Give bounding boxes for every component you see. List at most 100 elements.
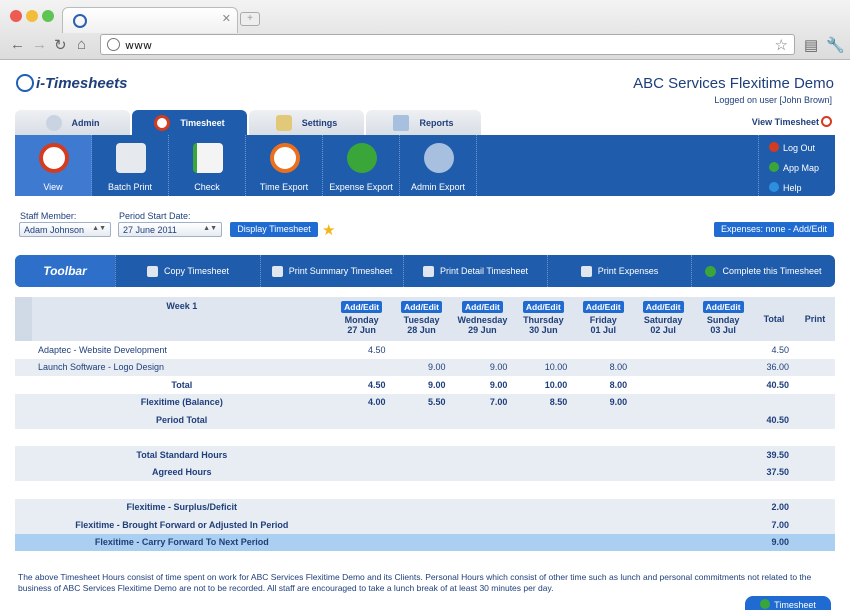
main-toolbar: Toolbar Copy Timesheet Print Summary Tim… bbox=[15, 255, 835, 287]
subtoolbar-batch-print[interactable]: Batch Print bbox=[92, 135, 169, 196]
table-row[interactable]: Launch Software - Logo Design 9.00 9.00 … bbox=[15, 358, 835, 377]
staff-member-label: Staff Member: bbox=[20, 211, 77, 221]
print-expenses-button[interactable]: Print Expenses bbox=[547, 255, 691, 287]
day-column: Add/Edit Sunday 03 Jul bbox=[693, 297, 754, 341]
add-edit-button[interactable]: Add/Edit bbox=[461, 301, 503, 313]
total-cell: 9.00 bbox=[427, 379, 446, 390]
subtoolbar-expense-export[interactable]: Expense Export bbox=[323, 135, 400, 196]
day-date: 03 Jul bbox=[710, 325, 736, 335]
copy-timesheet-button[interactable]: Copy Timesheet bbox=[115, 255, 260, 287]
back-icon[interactable]: ← bbox=[10, 36, 25, 53]
hours-cell bbox=[693, 341, 753, 359]
day-column: Add/Edit Saturday 02 Jul bbox=[633, 297, 694, 341]
hours-cell bbox=[513, 341, 573, 359]
close-tab-icon[interactable]: ✕ bbox=[221, 13, 231, 25]
add-edit-button[interactable]: Add/Edit bbox=[582, 301, 624, 313]
add-edit-button[interactable]: Add/Edit bbox=[522, 301, 564, 313]
help-label: Help bbox=[783, 183, 802, 193]
subtoolbar-check[interactable]: Check bbox=[169, 135, 246, 196]
logout-link[interactable]: Log Out bbox=[769, 142, 815, 153]
app-map-link[interactable]: App Map bbox=[769, 162, 819, 173]
bottom-button-label: Timesheet bbox=[774, 600, 816, 610]
day-date: 01 Jul bbox=[590, 325, 616, 335]
display-timesheet-button[interactable]: Display Timesheet bbox=[230, 222, 318, 237]
toolbar-label: Print Expenses bbox=[597, 266, 659, 276]
select-arrow-icon: ▲▼ bbox=[92, 225, 106, 232]
url-text[interactable]: www bbox=[125, 39, 152, 52]
tab-label: Reports bbox=[419, 118, 454, 128]
carry-forward-row: Flexitime - Carry Forward To Next Period… bbox=[15, 533, 835, 551]
period-total-label: Period Total bbox=[155, 414, 208, 425]
close-window-button[interactable] bbox=[10, 10, 22, 22]
hours-cell bbox=[573, 341, 633, 359]
toolbar-label: Copy Timesheet bbox=[163, 266, 230, 276]
day-column: Add/Edit Monday 27 Jun bbox=[331, 297, 392, 341]
side-links: Log Out App Map Help bbox=[758, 135, 835, 196]
add-edit-button[interactable]: Add/Edit bbox=[702, 301, 744, 313]
day-date: 29 Jun bbox=[468, 325, 497, 335]
timesheet-bottom-button[interactable]: Timesheet bbox=[745, 596, 831, 610]
zoom-window-button[interactable] bbox=[42, 10, 54, 22]
day-date: 27 Jun bbox=[347, 325, 376, 335]
view-timesheet-link[interactable]: View Timesheet bbox=[752, 116, 832, 127]
add-edit-button[interactable]: Add/Edit bbox=[642, 301, 684, 313]
forward-icon[interactable]: → bbox=[32, 36, 47, 53]
period-total-value: 40.50 bbox=[766, 414, 789, 425]
day-date: 30 Jun bbox=[529, 325, 558, 335]
period-start-label: Period Start Date: bbox=[119, 211, 191, 221]
print-detail-button[interactable]: Print Detail Timesheet bbox=[403, 255, 547, 287]
subtoolbar-label: Admin Export bbox=[410, 182, 466, 192]
browser-tab[interactable]: ✕ bbox=[62, 7, 238, 33]
subtoolbar-admin-export[interactable]: Admin Export bbox=[400, 135, 477, 196]
gear-icon bbox=[45, 115, 62, 131]
day-name: Friday bbox=[589, 315, 617, 325]
help-link[interactable]: Help bbox=[769, 182, 802, 193]
subtoolbar-label: Expense Export bbox=[329, 182, 393, 192]
globe-icon bbox=[107, 38, 120, 51]
tab-reports[interactable]: Reports bbox=[366, 110, 481, 136]
timesheet-view-icon bbox=[39, 143, 69, 173]
tab-label: Timesheet bbox=[180, 118, 225, 128]
printer-icon bbox=[580, 265, 592, 277]
complete-timesheet-button[interactable]: Complete this Timesheet bbox=[691, 255, 835, 287]
reload-icon[interactable]: ↻ bbox=[54, 37, 67, 54]
clock-icon bbox=[154, 115, 171, 131]
project-label: Adaptec - Website Development bbox=[37, 344, 167, 355]
tab-settings[interactable]: Settings bbox=[249, 110, 364, 136]
hours-cell: 9.00 bbox=[489, 362, 508, 373]
address-bar[interactable]: www ☆ bbox=[100, 34, 795, 55]
total-cell: 9.00 bbox=[489, 379, 508, 390]
page-menu-icon[interactable]: ▤ bbox=[804, 37, 819, 54]
tab-admin[interactable]: Admin bbox=[15, 110, 130, 136]
expense-export-icon bbox=[347, 143, 377, 173]
bookmark-star-icon[interactable]: ☆ bbox=[774, 37, 788, 54]
balance-cell bbox=[693, 394, 753, 412]
hours-cell: 10.00 bbox=[544, 362, 568, 373]
favorite-star-icon[interactable]: ★ bbox=[322, 222, 336, 239]
day-column: Add/Edit Thursday 30 Jun bbox=[513, 297, 574, 341]
add-edit-button[interactable]: Add/Edit bbox=[341, 301, 383, 313]
balance-cell bbox=[633, 394, 693, 412]
subtoolbar-view[interactable]: View bbox=[15, 135, 92, 196]
add-edit-button[interactable]: Add/Edit bbox=[401, 301, 443, 313]
subtoolbar-time-export[interactable]: Time Export bbox=[246, 135, 323, 196]
hours-cell: 9.00 bbox=[427, 362, 446, 373]
home-icon[interactable]: ⌂ bbox=[77, 36, 87, 53]
toolbar-label: Print Summary Timesheet bbox=[288, 266, 393, 276]
time-export-icon bbox=[270, 143, 300, 173]
print-summary-button[interactable]: Print Summary Timesheet bbox=[260, 255, 403, 287]
expenses-button[interactable]: Expenses: none - Add/Edit bbox=[714, 222, 834, 237]
table-row[interactable]: Adaptec - Website Development 4.50 4.50 bbox=[15, 341, 835, 359]
logout-label: Log Out bbox=[783, 143, 816, 153]
period-start-select[interactable]: 27 June 2011 ▲▼ bbox=[118, 222, 222, 237]
minimize-window-button[interactable] bbox=[26, 10, 38, 22]
tab-timesheet[interactable]: Timesheet bbox=[132, 110, 247, 136]
timesheet-footnote: The above Timesheet Hours consist of tim… bbox=[18, 572, 812, 593]
wrench-menu-icon[interactable]: 🔧 bbox=[826, 37, 845, 54]
total-column-header: Total bbox=[753, 297, 795, 341]
day-column: Add/Edit Tuesday 28 Jun bbox=[391, 297, 452, 341]
hours-cell bbox=[332, 359, 392, 377]
subtoolbar-label: Time Export bbox=[259, 182, 309, 192]
new-tab-button[interactable]: + bbox=[240, 12, 260, 26]
staff-member-select[interactable]: Adam Johnson ▲▼ bbox=[19, 222, 111, 237]
